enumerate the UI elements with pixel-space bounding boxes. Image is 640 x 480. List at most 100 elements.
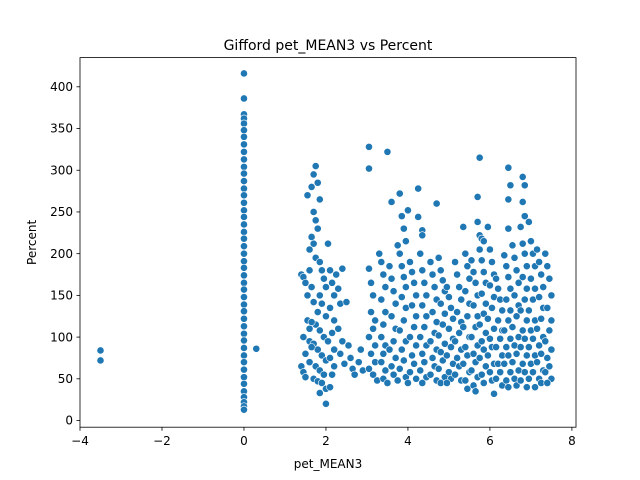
data-point bbox=[305, 245, 314, 254]
data-point bbox=[531, 284, 539, 293]
x-tick-label: 4 bbox=[404, 434, 412, 448]
data-point bbox=[533, 245, 541, 254]
data-point bbox=[522, 316, 531, 325]
data-point bbox=[240, 132, 248, 141]
data-point bbox=[317, 379, 326, 387]
data-point bbox=[315, 195, 324, 204]
data-point bbox=[332, 270, 341, 279]
data-point bbox=[522, 262, 531, 271]
data-point bbox=[438, 276, 447, 285]
data-point bbox=[240, 358, 248, 367]
data-point bbox=[395, 326, 404, 335]
data-point bbox=[416, 333, 425, 341]
data-point bbox=[520, 295, 529, 304]
data-point bbox=[305, 266, 314, 275]
data-point bbox=[490, 389, 498, 398]
data-point bbox=[377, 295, 386, 304]
data-point bbox=[240, 198, 248, 207]
data-point bbox=[514, 278, 523, 287]
data-point bbox=[442, 351, 451, 360]
data-point bbox=[524, 218, 533, 226]
data-point bbox=[309, 298, 318, 306]
data-point bbox=[338, 337, 347, 346]
data-point bbox=[309, 170, 318, 179]
data-point bbox=[477, 289, 486, 298]
data-point bbox=[381, 308, 390, 316]
data-point bbox=[240, 147, 248, 156]
data-point bbox=[397, 293, 406, 301]
data-point bbox=[518, 326, 527, 335]
data-point bbox=[387, 362, 396, 371]
data-point bbox=[317, 351, 326, 360]
data-point bbox=[477, 256, 486, 265]
data-point bbox=[367, 308, 375, 316]
data-point bbox=[397, 262, 406, 271]
data-point bbox=[469, 349, 478, 358]
data-point bbox=[504, 224, 513, 233]
data-point bbox=[479, 237, 488, 246]
data-point bbox=[240, 373, 248, 382]
data-point bbox=[500, 251, 509, 260]
data-point bbox=[520, 334, 529, 343]
data-point bbox=[369, 370, 377, 379]
data-point bbox=[326, 266, 334, 275]
data-point bbox=[399, 356, 408, 365]
data-point bbox=[299, 333, 308, 341]
data-point bbox=[377, 258, 386, 266]
data-point bbox=[387, 198, 396, 206]
y-tick-label: 0 bbox=[65, 414, 73, 428]
data-point bbox=[395, 189, 404, 198]
data-point bbox=[328, 329, 336, 337]
data-point bbox=[416, 249, 425, 258]
data-point bbox=[479, 309, 488, 318]
data-point bbox=[307, 343, 316, 352]
data-point bbox=[334, 284, 343, 293]
data-point bbox=[442, 283, 451, 291]
data-point bbox=[418, 231, 427, 240]
data-point bbox=[486, 245, 494, 254]
data-point bbox=[240, 307, 248, 316]
data-point bbox=[377, 358, 386, 367]
data-point bbox=[481, 329, 490, 337]
data-point bbox=[240, 322, 248, 331]
data-point bbox=[545, 326, 554, 335]
data-point bbox=[324, 337, 332, 346]
data-point bbox=[426, 258, 435, 266]
data-point bbox=[383, 379, 392, 387]
x-tick-label: 8 bbox=[568, 434, 576, 448]
data-point bbox=[434, 364, 443, 373]
data-point bbox=[346, 354, 355, 362]
data-point bbox=[512, 266, 521, 275]
data-point bbox=[445, 293, 453, 301]
data-point bbox=[502, 343, 511, 352]
data-point bbox=[377, 333, 386, 341]
data-point bbox=[469, 268, 478, 276]
data-point bbox=[365, 264, 373, 273]
data-point bbox=[305, 324, 314, 333]
data-point bbox=[311, 162, 320, 170]
data-point bbox=[389, 370, 398, 379]
data-point bbox=[506, 181, 515, 190]
data-point bbox=[449, 314, 457, 323]
data-point bbox=[367, 349, 375, 358]
x-axis: −4 −2 0 2 4 6 8 bbox=[71, 427, 576, 448]
data-point bbox=[510, 253, 519, 262]
data-point bbox=[535, 293, 544, 301]
data-point bbox=[475, 153, 484, 162]
data-point bbox=[404, 379, 412, 387]
data-point bbox=[455, 329, 464, 337]
data-point bbox=[541, 368, 550, 377]
data-point bbox=[531, 383, 539, 392]
data-point bbox=[463, 312, 472, 321]
data-point bbox=[459, 223, 468, 231]
data-point bbox=[397, 345, 406, 354]
data-point bbox=[240, 69, 248, 78]
data-point bbox=[520, 368, 529, 377]
data-point bbox=[428, 308, 437, 316]
y-tick-label: 350 bbox=[50, 122, 73, 136]
data-point bbox=[322, 399, 330, 408]
data-point bbox=[477, 337, 486, 346]
data-point bbox=[313, 178, 322, 187]
data-point bbox=[240, 263, 248, 272]
